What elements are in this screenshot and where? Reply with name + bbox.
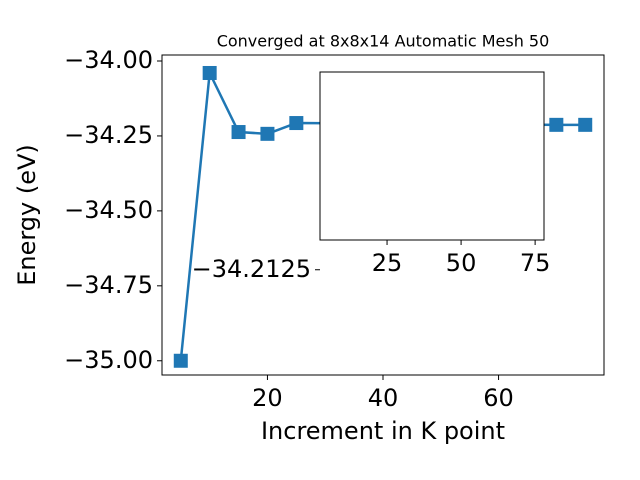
x-tick-label: 40 <box>368 384 399 412</box>
x-tick-label: 75 <box>520 249 551 277</box>
y-tick-label: −34.25 <box>64 121 153 149</box>
marker <box>549 117 564 132</box>
chart-title: Converged at 8x8x14 Automatic Mesh 50 <box>217 32 550 51</box>
series-group <box>173 65 593 368</box>
plot-area <box>320 72 544 240</box>
x-tick-label: 25 <box>372 249 403 277</box>
marker <box>289 116 304 131</box>
marker <box>578 117 593 132</box>
x-axis-label: Increment in K point <box>261 417 505 445</box>
marker <box>173 353 188 368</box>
x-tick-label: 20 <box>252 384 283 412</box>
y-tick-label: −34.00 <box>64 46 153 74</box>
x-tick-label: 50 <box>446 249 477 277</box>
marker <box>260 126 275 141</box>
marker <box>202 65 217 80</box>
y-tick-label: −34.75 <box>64 271 153 299</box>
y-axis-label: Energy (eV) <box>13 144 41 286</box>
axes-frame <box>161 54 605 376</box>
axes-frame <box>319 71 545 241</box>
x-tick-label: 60 <box>483 384 514 412</box>
y-tick-label: −34.50 <box>64 196 153 224</box>
y-tick-label: −35.00 <box>64 346 153 374</box>
marker <box>231 125 246 140</box>
y-tick-label: −34.2125 <box>192 255 311 283</box>
